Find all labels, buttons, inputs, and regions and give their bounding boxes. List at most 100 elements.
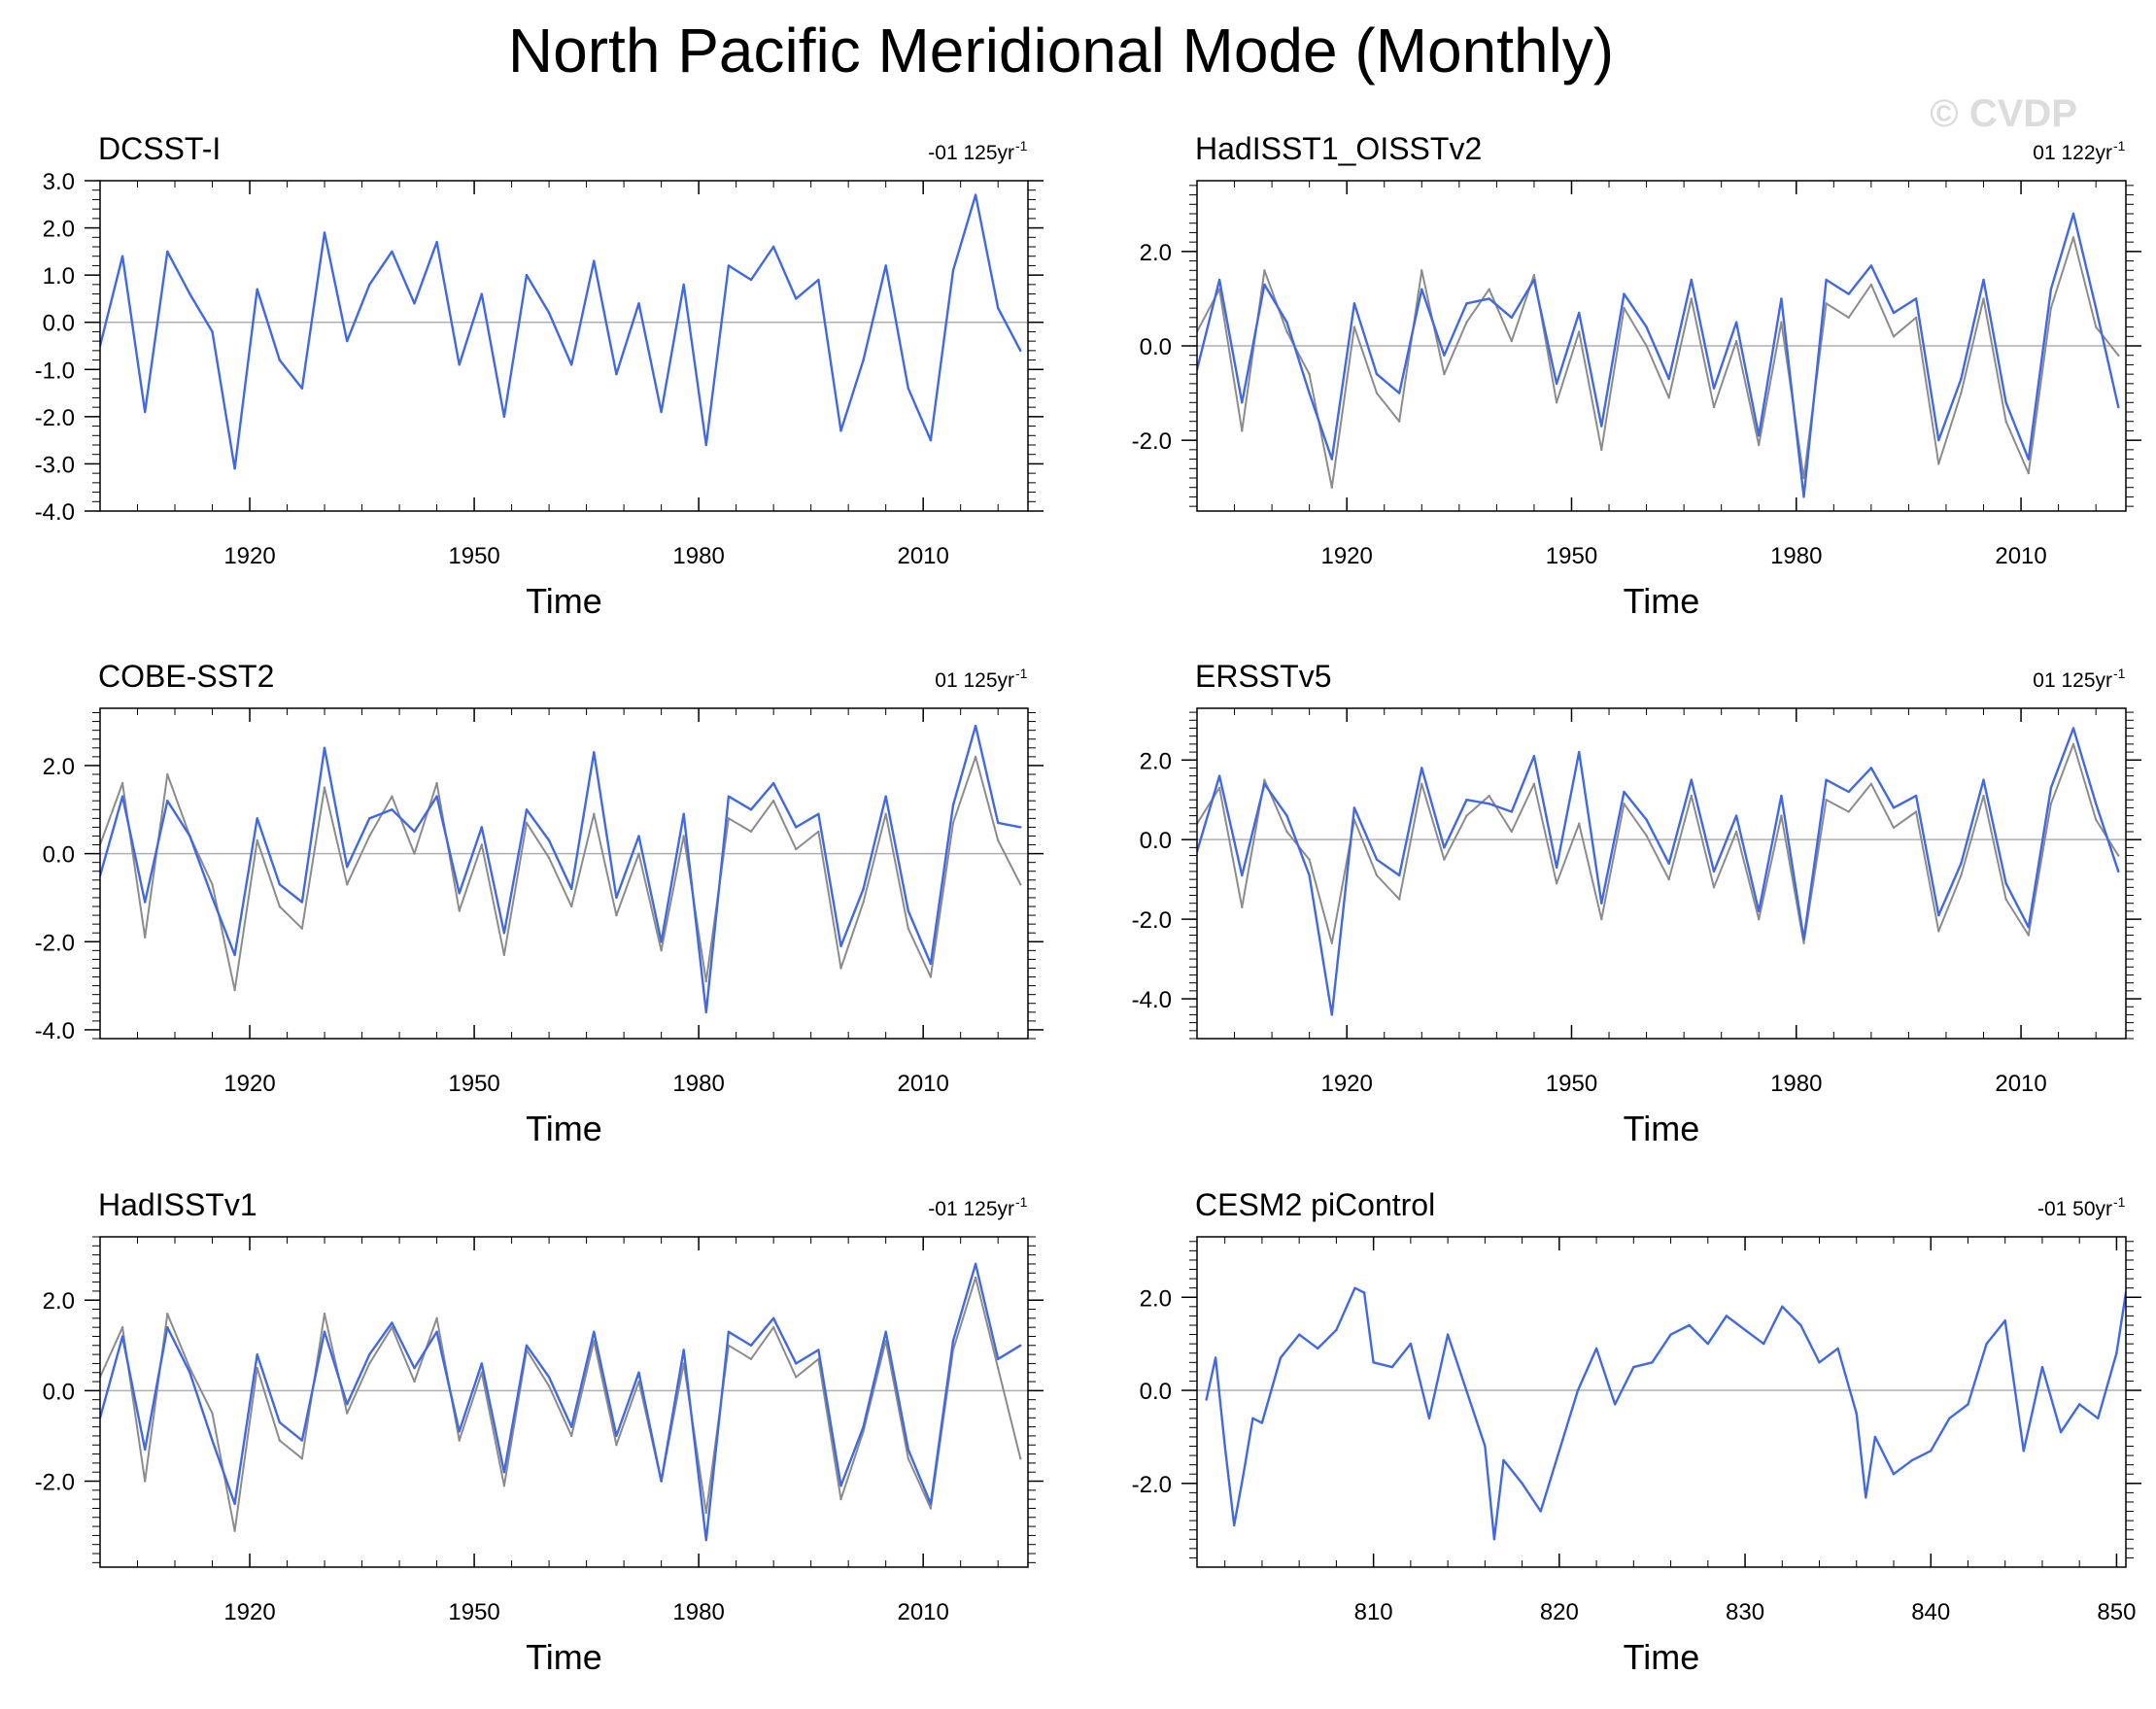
- x-tick-label: 850: [2097, 1599, 2136, 1625]
- x-tick-label: 1950: [448, 1599, 499, 1625]
- data-point: [1019, 826, 1022, 829]
- data-point: [1492, 1538, 1496, 1541]
- data-point: [2071, 727, 2075, 730]
- data-point: [1706, 1342, 1710, 1346]
- data-point: [884, 1330, 887, 1334]
- data-point: [188, 1371, 191, 1374]
- data-point: [1420, 767, 1423, 769]
- data-point: [839, 1497, 842, 1501]
- data-point: [391, 250, 394, 254]
- data-point: [458, 892, 461, 895]
- data-point: [211, 330, 214, 333]
- data-point: [771, 245, 775, 249]
- data-point: [660, 949, 663, 952]
- data-point: [749, 830, 753, 834]
- data-point: [1734, 339, 1738, 343]
- data-point: [346, 883, 349, 886]
- data-point: [2078, 1403, 2081, 1406]
- plot-frame: [99, 1236, 1029, 1568]
- data-point: [1352, 806, 1356, 809]
- data-point: [547, 1376, 551, 1379]
- data-point: [144, 1480, 147, 1483]
- data-point: [1510, 810, 1514, 813]
- data-point: [951, 1339, 955, 1343]
- trend-superscript: -1: [2113, 666, 2126, 681]
- x-tick-label: 1950: [1546, 1071, 1597, 1097]
- data-point: [458, 909, 461, 912]
- x-tick-label: 1980: [672, 543, 724, 569]
- data-point: [1960, 873, 1963, 877]
- data-point: [929, 1507, 933, 1510]
- data-point: [1465, 1388, 1468, 1392]
- data-point: [1263, 269, 1266, 272]
- trend-label: -01 125yr: [928, 142, 1014, 164]
- data-point: [1375, 372, 1379, 376]
- data-point: [660, 940, 663, 943]
- trend-label: 01 122yr: [2033, 142, 2112, 164]
- data-point: [1623, 306, 1626, 310]
- data-point: [1532, 278, 1536, 282]
- data-point: [795, 826, 798, 829]
- data-point: [1398, 392, 1401, 394]
- data-point: [2049, 306, 2053, 310]
- data-point: [1242, 1473, 1246, 1476]
- y-tick-label: 1.0: [43, 263, 75, 290]
- data-point: [795, 297, 798, 300]
- data-point: [1836, 1347, 1839, 1350]
- data-point: [1825, 778, 1828, 781]
- data-point: [480, 843, 483, 846]
- data-point: [1930, 1450, 1933, 1453]
- series-line-primary: [1197, 212, 2120, 498]
- data-point: [771, 1326, 775, 1329]
- data-point: [144, 410, 147, 414]
- data-point: [1488, 297, 1490, 300]
- data-point: [907, 927, 909, 930]
- data-point: [1667, 877, 1670, 881]
- data-point: [1398, 420, 1401, 423]
- data-point: [300, 1457, 304, 1460]
- data-point: [502, 1471, 506, 1474]
- data-point: [1743, 1328, 1747, 1332]
- data-point: [323, 1313, 326, 1316]
- data-point: [2095, 306, 2098, 310]
- data-point: [120, 1326, 124, 1329]
- data-point: [615, 1434, 618, 1438]
- data-point: [346, 339, 349, 343]
- data-point: [278, 1420, 281, 1424]
- data-point: [256, 1366, 258, 1370]
- data-point: [727, 795, 731, 798]
- data-point: [570, 363, 573, 366]
- y-tick-label: 0.0: [1140, 1379, 1172, 1405]
- data-point: [1279, 1356, 1283, 1359]
- panel-title: DCSST-I: [98, 131, 221, 166]
- data-point: [593, 812, 596, 815]
- data-point: [1914, 297, 1918, 300]
- data-point: [1019, 349, 1022, 353]
- y-tick-label: -4.0: [35, 499, 75, 526]
- data-point: [120, 255, 124, 257]
- data-point: [525, 821, 529, 825]
- data-point: [1690, 794, 1694, 798]
- data-point: [1982, 794, 1985, 798]
- data-point: [2071, 742, 2075, 746]
- trend-label: -01 50yr: [2037, 1198, 2112, 1220]
- y-tick-label: 2.0: [43, 217, 75, 243]
- data-point: [2117, 854, 2120, 857]
- data-point: [480, 826, 483, 829]
- data-point: [1390, 1365, 1394, 1369]
- y-tick-label: -2.0: [35, 930, 75, 956]
- data-point: [1758, 909, 1761, 913]
- data-point: [1982, 297, 1985, 300]
- data-point: [704, 443, 707, 447]
- data-point: [480, 1362, 483, 1365]
- data-point: [1725, 1315, 1728, 1317]
- data-point: [1847, 790, 1850, 794]
- data-point: [1892, 806, 1896, 809]
- data-point: [1825, 799, 1828, 802]
- data-point: [1555, 866, 1558, 870]
- x-tick-label: 1920: [1320, 543, 1372, 569]
- data-point: [839, 1485, 842, 1487]
- data-point: [1241, 429, 1244, 432]
- data-point: [1825, 302, 1828, 305]
